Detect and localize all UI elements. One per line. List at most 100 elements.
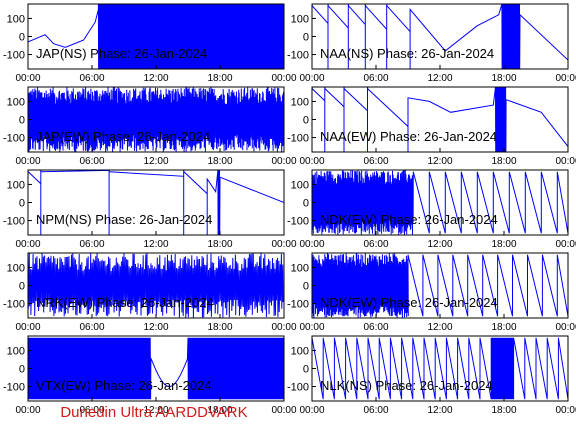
x-tick-label: 06:00	[79, 73, 104, 84]
x-tick-label: 06:00	[363, 239, 388, 250]
panel-title: NLK(NS) Phase: 26-Jan-2024	[320, 378, 493, 393]
y-tick-label: 100	[7, 345, 25, 357]
x-tick-label: 06:00	[79, 322, 104, 333]
y-tick-label: 100	[7, 262, 25, 274]
x-tick-label: 00:00	[299, 239, 324, 250]
x-tick-label: 00:00	[15, 156, 40, 167]
x-tick-label: 00:00	[15, 239, 40, 250]
panel-title: NAA(NS) Phase: 26-Jan-2024	[320, 46, 494, 61]
phase-panel: 100 0 -100 00:00 06:00 12:00 18:00 00:00 NPM(NS)…	[3, 169, 297, 250]
x-tick-label: 00:00	[271, 239, 296, 250]
footer-label: Dunedin Ultra AARDDVARK	[60, 404, 248, 421]
x-tick-label: 18:00	[491, 73, 516, 84]
x-tick-label: 18:00	[491, 322, 516, 333]
y-tick-label: 0	[303, 32, 309, 44]
x-tick-label: 18:00	[207, 322, 232, 333]
y-tick-label: -100	[287, 299, 309, 311]
y-tick-label: 100	[291, 96, 309, 108]
x-tick-label: 06:00	[79, 239, 104, 250]
x-tick-label: 12:00	[143, 405, 168, 416]
y-tick-label: -100	[287, 216, 309, 228]
x-tick-label: 06:00	[363, 322, 388, 333]
x-tick-label: 18:00	[207, 156, 232, 167]
x-tick-label: 18:00	[491, 405, 516, 416]
x-tick-label: 12:00	[427, 405, 452, 416]
phase-panel: 100 0 -100 00:00 06:00 12:00 18:00 00:00 VTX(EW)…	[3, 335, 297, 416]
phase-panel: 100 0 -100 00:00 06:00 12:00 18:00 00:00 NDK(EW)…	[287, 252, 576, 333]
phase-trace	[28, 337, 284, 400]
panel-title: NRK(EW) Phase: 26-Jan-2024	[36, 295, 214, 310]
x-tick-label: 12:00	[143, 322, 168, 333]
y-tick-label: 0	[19, 32, 25, 44]
x-tick-label: 06:00	[363, 405, 388, 416]
x-tick-label: 00:00	[555, 322, 576, 333]
phase-trace	[28, 170, 284, 235]
y-tick-label: -100	[287, 50, 309, 62]
phase-trace	[28, 4, 284, 69]
y-tick-label: -100	[3, 216, 25, 228]
y-tick-label: 0	[303, 364, 309, 376]
x-tick-label: 00:00	[271, 405, 296, 416]
phase-panel: 100 0 -100 00:00 06:00 12:00 18:00 00:00 NAA(EW)…	[287, 86, 576, 167]
y-tick-label: 100	[291, 345, 309, 357]
y-tick-label: 0	[19, 198, 25, 210]
y-tick-label: -100	[287, 133, 309, 145]
y-tick-label: 100	[291, 13, 309, 25]
x-tick-label: 12:00	[143, 156, 168, 167]
y-tick-label: 0	[19, 281, 25, 293]
panel-title: NAA(EW) Phase: 26-Jan-2024	[320, 129, 497, 144]
x-tick-label: 12:00	[143, 239, 168, 250]
y-tick-label: -100	[3, 382, 25, 394]
x-tick-label: 00:00	[299, 73, 324, 84]
y-tick-label: 0	[19, 115, 25, 127]
panel-title: NDK(EW) Phase: 26-Jan-2024	[320, 212, 498, 227]
panel-title: NDK(EW) Phase: 26-Jan-2024	[320, 295, 498, 310]
y-tick-label: 0	[19, 364, 25, 376]
phase-panel: 100 0 -100 00:00 06:00 12:00 18:00 00:00 NAA(NS)…	[287, 3, 576, 84]
x-tick-label: 00:00	[555, 156, 576, 167]
x-tick-label: 18:00	[207, 239, 232, 250]
panel-title: NPM(NS) Phase: 26-Jan-2024	[36, 212, 212, 227]
x-tick-label: 00:00	[271, 156, 296, 167]
x-tick-label: 06:00	[79, 156, 104, 167]
y-tick-label: -100	[287, 382, 309, 394]
panel-title: JAP(NS) Phase: 26-Jan-2024	[36, 46, 207, 61]
panel-title: VTX(EW) Phase: 26-Jan-2024	[36, 378, 212, 393]
y-tick-label: 0	[303, 115, 309, 127]
phase-panel: 100 0 -100 00:00 06:00 12:00 18:00 00:00 NRK(EW)…	[3, 252, 297, 333]
x-tick-label: 00:00	[299, 156, 324, 167]
phase-panel: 100 0 -100 00:00 06:00 12:00 18:00 00:00 NLK(NS)…	[287, 335, 576, 416]
x-tick-label: 18:00	[491, 156, 516, 167]
y-tick-label: 100	[7, 179, 25, 191]
y-tick-label: 0	[303, 281, 309, 293]
x-tick-label: 00:00	[555, 239, 576, 250]
x-tick-label: 18:00	[207, 73, 232, 84]
phase-trace	[28, 87, 284, 152]
phase-panel: 100 0 -100 00:00 06:00 12:00 18:00 00:00 NDK(EW)…	[287, 169, 576, 250]
x-tick-label: 06:00	[363, 156, 388, 167]
x-tick-label: 00:00	[555, 73, 576, 84]
x-tick-label: 18:00	[207, 405, 232, 416]
x-tick-label: 12:00	[427, 73, 452, 84]
y-tick-label: 100	[7, 13, 25, 25]
y-tick-label: -100	[3, 299, 25, 311]
x-tick-label: 00:00	[299, 322, 324, 333]
phase-trace	[312, 337, 568, 400]
x-tick-label: 00:00	[555, 405, 576, 416]
x-tick-label: 12:00	[427, 239, 452, 250]
x-tick-label: 06:00	[363, 73, 388, 84]
y-tick-label: 100	[7, 96, 25, 108]
phase-trace	[312, 170, 568, 235]
x-tick-label: 00:00	[15, 322, 40, 333]
x-tick-label: 06:00	[79, 405, 104, 416]
y-tick-label: 0	[303, 198, 309, 210]
x-tick-label: 12:00	[427, 322, 452, 333]
phase-trace	[312, 87, 568, 152]
phase-panel: 100 0 -100 00:00 06:00 12:00 18:00 00:00 JAP(NS)…	[3, 3, 297, 84]
x-tick-label: 00:00	[271, 322, 296, 333]
x-tick-label: 00:00	[299, 405, 324, 416]
y-tick-label: -100	[3, 50, 25, 62]
y-tick-label: 100	[291, 262, 309, 274]
